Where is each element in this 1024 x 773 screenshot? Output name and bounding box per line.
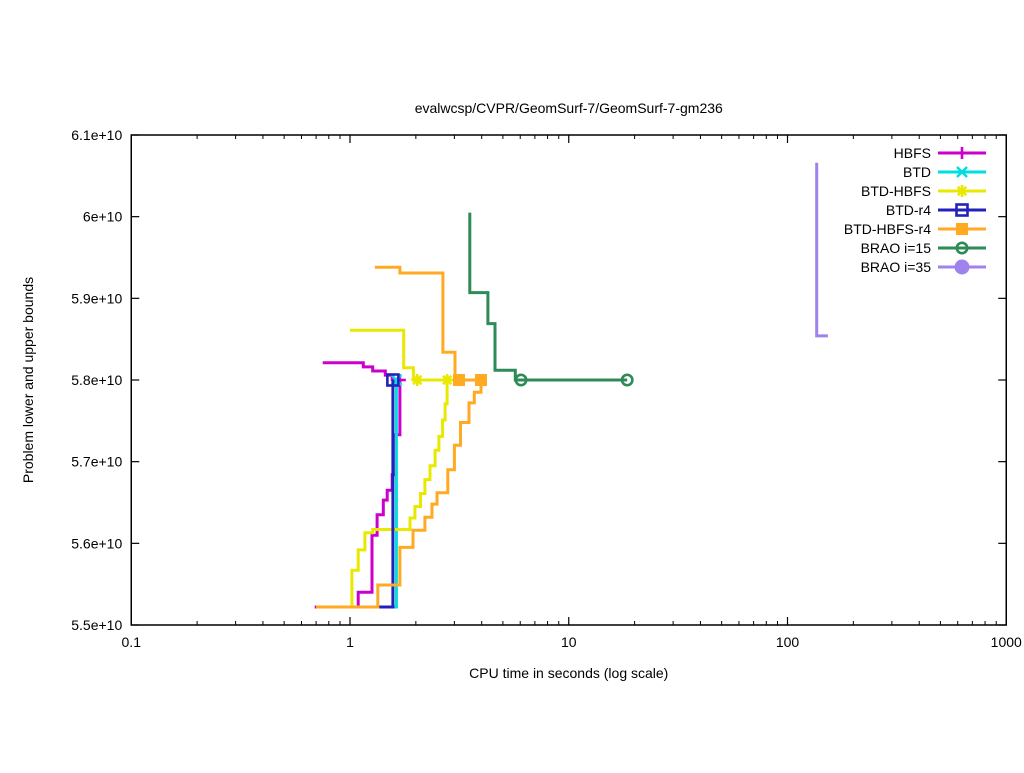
y-tick-label: 5.8e+10 [71, 372, 122, 388]
legend-marker-BTD-r4 [955, 203, 969, 217]
series-BRAO i=15-marker-circle [620, 373, 634, 387]
legend-row-BRAO i=15: BRAO i=15 [861, 240, 986, 256]
legend-label-HBFS: HBFS [894, 145, 931, 161]
legend-label-BTD: BTD [903, 164, 931, 180]
legend-row-BRAO i=35: BRAO i=35 [861, 259, 986, 275]
legend-marker-BTD-stroke [956, 166, 968, 178]
series-BTD-HBFS-r4-curve-upper [374, 265, 481, 382]
x-tick-label: 1000 [991, 634, 1022, 650]
series-BTD-HBFS-marker [411, 374, 424, 386]
y-tick-label: 5.7e+10 [71, 454, 122, 470]
series-BTD-HBFS-r4-marker [474, 374, 487, 386]
legend-marker-BTD-HBFS-r4 [956, 223, 968, 235]
series-BRAO i=15-marker [620, 373, 634, 387]
y-tick-label: 6e+10 [83, 209, 123, 225]
series-HBFS-curve-lower [314, 380, 402, 609]
series-BRAO i=15-marker-circle [514, 373, 528, 387]
legend-row-BTD-HBFS-r4: BTD-HBFS-r4 [844, 221, 986, 237]
legend-marker-BRAO i=35-circle [954, 259, 970, 275]
y-tick-label: 6.1e+10 [71, 127, 122, 143]
legend-marker-HBFS [956, 147, 968, 159]
legend-label-BTD-r4: BTD-r4 [886, 202, 931, 218]
legend-row-BTD: BTD [903, 164, 986, 180]
series-BRAO i=15-marker [514, 373, 528, 387]
series-BRAO i=35-curve-lower [815, 162, 828, 338]
y-tick-label: 5.9e+10 [71, 290, 122, 306]
legend-marker-BTD [956, 166, 968, 178]
series-BTD-HBFS-r4-marker [453, 374, 466, 386]
x-tick-label: 10 [561, 634, 577, 650]
x-tick-label: 1 [346, 634, 354, 650]
legend-row-HBFS: HBFS [894, 145, 986, 161]
series-BTD-HBFS-curve-lower [350, 380, 449, 607]
legend: HBFS BTD BTD-HBFS BTD-r4 BTD-HBFS-r4 BRAO i=1… [844, 145, 986, 275]
series-BTD-r4-marker [386, 373, 400, 387]
legend-label-BRAO i=15: BRAO i=15 [861, 240, 932, 256]
y-tick-label: 5.6e+10 [71, 535, 122, 551]
series-BTD-HBFS-curve-upper [350, 328, 482, 382]
series-BTD-r4-curve-lower [377, 380, 395, 609]
chart-title: evalwcsp/CVPR/GeomSurf-7/GeomSurf-7-gm23… [415, 100, 723, 116]
series-BTD-HBFS-r4-marker-rect [474, 374, 487, 386]
x-tick-label: 0.1 [122, 634, 142, 650]
legend-marker-BRAO i=15-circle [955, 241, 969, 255]
legend-marker-BRAO i=15 [955, 241, 969, 255]
y-tick-label: 5.5e+10 [71, 617, 122, 633]
series-BTD-HBFS-marker-stroke [412, 374, 423, 386]
series-BRAO i=15-curve-lower [468, 212, 628, 382]
series-BTD-HBFS-marker-stroke [442, 374, 453, 386]
legend-marker-BTD-HBFS-r4-rect [956, 223, 968, 235]
legend-marker-BTD-r4-rect [955, 203, 969, 217]
series-BTD-HBFS-r4-marker-rect [453, 374, 466, 386]
y-axis-label: Problem lower and upper bounds [20, 277, 36, 483]
series-BTD-HBFS-r4-curve-lower [316, 380, 483, 609]
x-axis-label: CPU time in seconds (log scale) [469, 665, 668, 681]
legend-row-BTD-r4: BTD-r4 [886, 202, 986, 218]
legend-marker-BRAO i=35 [954, 259, 970, 275]
legend-label-BTD-HBFS: BTD-HBFS [861, 183, 931, 199]
legend-label-BTD-HBFS-r4: BTD-HBFS-r4 [844, 221, 931, 237]
series-BTD-HBFS-marker [441, 374, 454, 386]
series-BTD-r4-marker-rect [386, 373, 400, 387]
legend-marker-BTD-HBFS [956, 185, 968, 197]
plot-content: 0.1 1 10 100 1000 5.5e+10 5.6e+10 5.7e+10 5.8e+1… [71, 127, 1022, 650]
x-tick-label: 100 [776, 634, 800, 650]
legend-marker-BTD-HBFS-stroke [956, 185, 968, 197]
legend-row-BTD-HBFS: BTD-HBFS [861, 183, 986, 199]
legend-label-BRAO i=35: BRAO i=35 [861, 259, 932, 275]
